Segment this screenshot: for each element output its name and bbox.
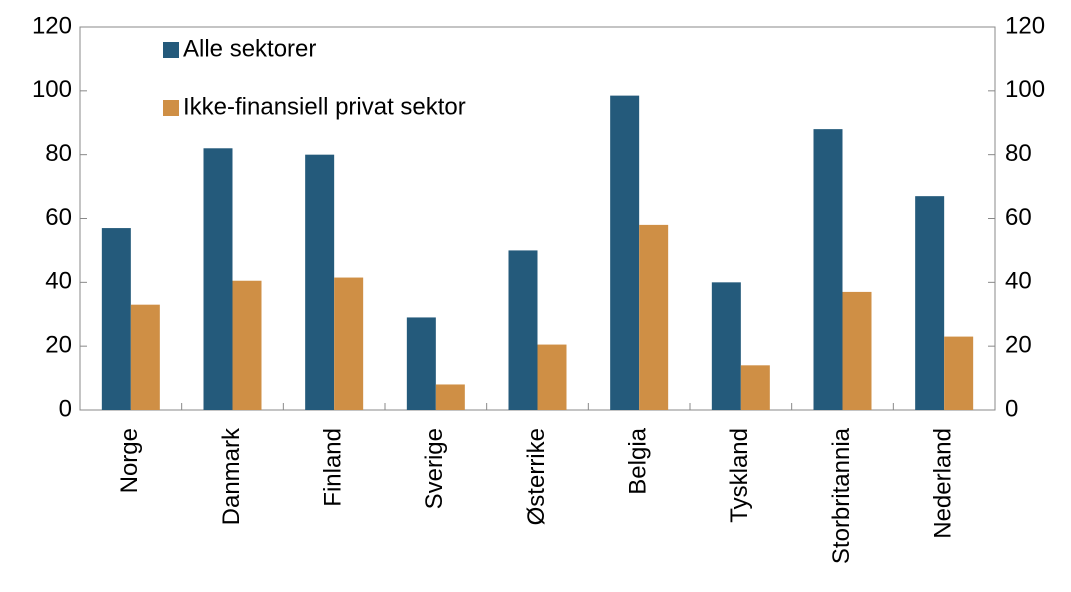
bar: [842, 291, 872, 410]
x-tick-label: Belgia: [625, 427, 652, 494]
bar: [537, 344, 567, 410]
bar: [232, 280, 262, 410]
bar: [508, 250, 538, 410]
y-tick-label: 120: [32, 12, 72, 39]
legend-label: Alle sektorer: [183, 35, 316, 62]
bar: [813, 129, 843, 410]
y2-tick-label: 40: [1005, 268, 1032, 295]
bar: [944, 336, 974, 410]
bar: [915, 196, 945, 410]
bar: [610, 95, 640, 410]
y2-tick-label: 120: [1005, 12, 1045, 39]
bar: [130, 304, 160, 410]
x-tick-label: Tyskland: [726, 428, 753, 523]
bar: [406, 317, 436, 410]
x-tick-label: Sverige: [421, 428, 448, 509]
y-tick-label: 20: [45, 332, 72, 359]
bar: [101, 228, 131, 410]
bar: [435, 384, 465, 410]
y2-tick-label: 60: [1005, 204, 1032, 231]
y-tick-label: 100: [32, 76, 72, 103]
x-tick-label: Nederland: [930, 428, 957, 539]
bar: [334, 277, 364, 410]
x-tick-label: Danmark: [218, 427, 245, 525]
legend-label: Ikke-finansiell privat sektor: [183, 93, 466, 120]
y2-tick-label: 0: [1005, 395, 1018, 422]
x-tick-label: Finland: [320, 428, 347, 507]
x-tick-label: Østerrike: [523, 428, 550, 525]
y2-tick-label: 80: [1005, 140, 1032, 167]
x-tick-label: Norge: [116, 428, 143, 493]
y-tick-label: 40: [45, 268, 72, 295]
bar: [711, 282, 741, 410]
bar: [203, 148, 233, 411]
legend-swatch: [163, 100, 179, 116]
y-tick-label: 60: [45, 204, 72, 231]
bar: [740, 365, 770, 410]
x-tick-label: Storbritannia: [828, 427, 855, 564]
legend-swatch: [163, 42, 179, 58]
y2-tick-label: 20: [1005, 332, 1032, 359]
y-tick-label: 80: [45, 140, 72, 167]
bar: [639, 224, 669, 410]
y2-tick-label: 100: [1005, 76, 1045, 103]
bar: [305, 154, 335, 410]
y-tick-label: 0: [59, 395, 72, 422]
